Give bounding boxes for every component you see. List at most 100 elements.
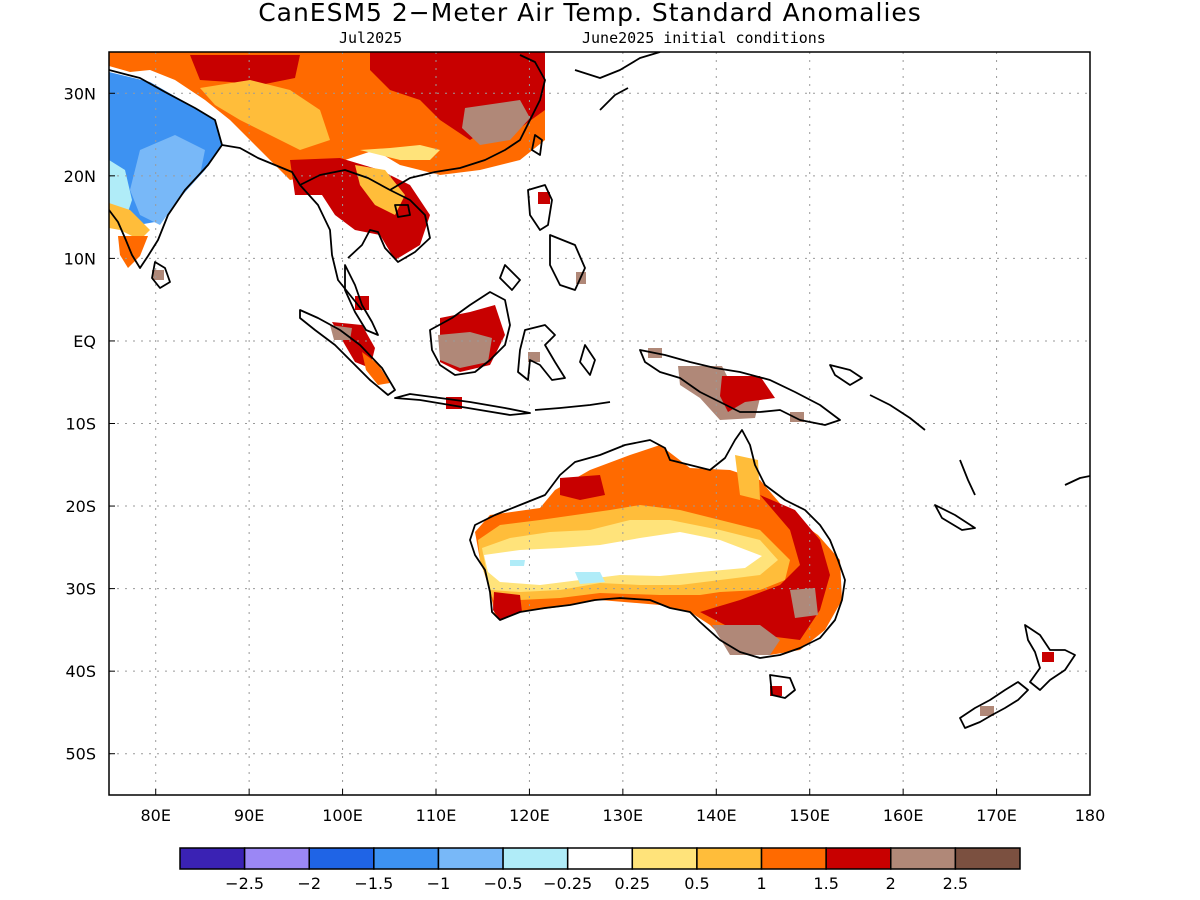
colorbar-swatch-1 bbox=[243, 847, 310, 870]
lat-label-8: 50S bbox=[65, 745, 96, 764]
coast-indochina bbox=[299, 169, 431, 263]
lat-label-2: 10N bbox=[64, 249, 96, 268]
colorbar-label-4: −0.5 bbox=[484, 874, 523, 893]
colorbar-labels: −2.5 −2 −1.5 −1 −0.5 −0.25 0.25 0.5 1 1.5 2 2.5 bbox=[225, 874, 968, 893]
coast-taiwan bbox=[531, 134, 543, 156]
australia-anomaly-neutral bbox=[484, 532, 762, 585]
colorbar-swatch-8 bbox=[696, 847, 763, 870]
lat-label-1: 20N bbox=[64, 167, 96, 186]
india-anomaly-south bbox=[118, 236, 148, 268]
india-anomaly-warm-edge bbox=[109, 203, 150, 240]
australia-anomaly-east-brown bbox=[790, 588, 818, 618]
lon-label-2: 100E bbox=[322, 806, 363, 825]
newguinea-anomaly-red bbox=[720, 376, 775, 412]
tasmania-anomaly bbox=[770, 686, 782, 696]
colorbar bbox=[179, 847, 1021, 870]
longitude-labels: 80E 90E 100E 110E 120E 130E 140E 150E 160E 170E 18… bbox=[140, 789, 1105, 825]
lon-label-7: 150E bbox=[789, 806, 830, 825]
australia-anomaly-coldspot-2 bbox=[510, 560, 525, 566]
coast-luzon bbox=[527, 184, 553, 231]
nz-north-anomaly bbox=[1042, 652, 1054, 662]
coast-sulawesi bbox=[517, 324, 566, 381]
colorbar-label-11: 2.5 bbox=[943, 874, 968, 893]
coast-lesser-sunda bbox=[534, 401, 611, 411]
sumatra-anomaly-orange bbox=[362, 352, 390, 385]
coast-fiji bbox=[1064, 475, 1090, 486]
china-anomaly-red-north bbox=[190, 55, 300, 85]
lat-label-4: 10S bbox=[65, 415, 96, 434]
colorbar-swatch-11 bbox=[890, 847, 957, 870]
tibet-anomaly-light bbox=[200, 80, 330, 150]
colorbar-label-7: 0.5 bbox=[684, 874, 709, 893]
colorbar-label-3: −1 bbox=[427, 874, 451, 893]
coast-palawan bbox=[499, 264, 521, 291]
colorbar-swatch-7 bbox=[631, 847, 698, 870]
china-anomaly-yellow bbox=[360, 145, 440, 160]
colorbar-swatch-2 bbox=[308, 847, 375, 870]
colorbar-label-1: −2 bbox=[297, 874, 321, 893]
initial-conditions: June2025 initial conditions bbox=[582, 29, 826, 47]
coast-solomons bbox=[869, 394, 926, 431]
anomaly-fields bbox=[109, 52, 1054, 716]
india-anomaly-weak-cold bbox=[130, 135, 205, 225]
lon-label-10: 180 bbox=[1075, 806, 1106, 825]
sumatra-anomaly-brown bbox=[330, 325, 352, 340]
lat-label-0: 30N bbox=[64, 84, 96, 103]
lat-label-6: 30S bbox=[65, 580, 96, 599]
coast-tasmania bbox=[769, 674, 796, 699]
colorbar-swatch-4 bbox=[437, 847, 504, 870]
newguinea-anomaly-east bbox=[790, 412, 804, 422]
colorbar-label-2: −1.5 bbox=[354, 874, 393, 893]
coast-nz-south bbox=[959, 681, 1029, 729]
coast-philippines-south bbox=[549, 234, 586, 291]
colorbar-swatch-0 bbox=[179, 847, 246, 870]
coast-newguinea bbox=[639, 349, 841, 426]
coast-malay bbox=[344, 264, 379, 336]
colorbar-label-6: 0.25 bbox=[614, 874, 650, 893]
lon-label-4: 120E bbox=[509, 806, 550, 825]
newguinea-anomaly-brown bbox=[678, 366, 760, 420]
lon-label-6: 140E bbox=[696, 806, 737, 825]
coast-china bbox=[389, 54, 546, 191]
colorbar-label-0: −2.5 bbox=[225, 874, 264, 893]
philippines-anomaly bbox=[538, 192, 550, 204]
china-anomaly-brown bbox=[462, 100, 530, 145]
srilanka-anomaly bbox=[152, 270, 164, 280]
lat-lon-grid bbox=[109, 52, 1090, 795]
lon-label-3: 110E bbox=[416, 806, 457, 825]
india-anomaly-north bbox=[109, 52, 150, 72]
coast-srilanka bbox=[151, 261, 171, 289]
coast-nz-north bbox=[1024, 624, 1076, 691]
coast-australia bbox=[469, 429, 846, 659]
coast-newbritain bbox=[829, 364, 863, 386]
australia-anomaly-southeast-brown bbox=[712, 625, 780, 655]
map-title: CanESM5 2−Meter Air Temp. Standard Anoma… bbox=[258, 0, 922, 27]
latitude-labels: 30N 20N 10N EQ 10S 20S 30S 40S 50S bbox=[64, 84, 115, 764]
coast-newcaledonia bbox=[934, 504, 976, 531]
coast-india bbox=[109, 69, 223, 269]
coast-japan bbox=[574, 52, 661, 79]
lon-label-8: 160E bbox=[883, 806, 924, 825]
coast-vanuatu bbox=[959, 459, 976, 496]
lon-label-1: 90E bbox=[234, 806, 264, 825]
colorbar-swatch-3 bbox=[373, 847, 440, 870]
india-anomaly-light-cold bbox=[109, 160, 132, 212]
coast-moluccas bbox=[579, 344, 596, 376]
coast-sumatra bbox=[299, 309, 396, 396]
sulawesi-anomaly bbox=[528, 352, 540, 362]
coast-borneo bbox=[429, 291, 511, 376]
australia-anomaly-cape-york bbox=[735, 455, 760, 500]
coast-bangladesh-burma bbox=[221, 144, 363, 311]
lon-label-5: 130E bbox=[603, 806, 644, 825]
coast-japan-2 bbox=[599, 87, 629, 111]
lat-label-5: 20S bbox=[65, 497, 96, 516]
lat-label-7: 40S bbox=[65, 662, 96, 681]
colorbar-label-5: −0.25 bbox=[543, 874, 592, 893]
australia-anomaly-north-red bbox=[560, 475, 605, 500]
colorbar-swatch-9 bbox=[760, 847, 827, 870]
lat-label-3: EQ bbox=[73, 332, 96, 351]
coast-hainan bbox=[394, 204, 411, 218]
coast-java bbox=[394, 393, 531, 416]
australia-anomaly-coldspot bbox=[575, 572, 605, 584]
colorbar-label-8: 1 bbox=[756, 874, 766, 893]
